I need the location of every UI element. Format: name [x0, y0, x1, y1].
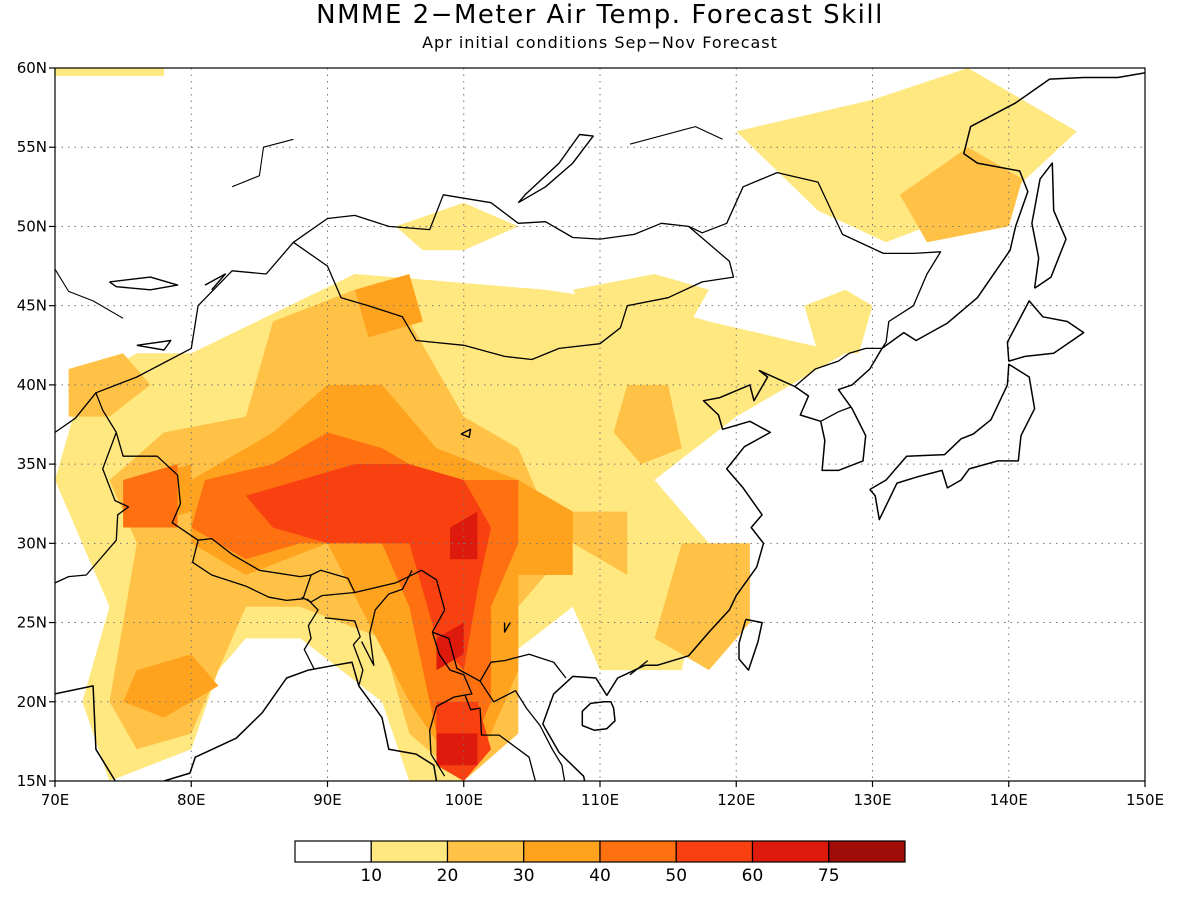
country-border [55, 392, 117, 433]
lon-tick-label: 150E [1126, 791, 1164, 809]
country-border [479, 680, 566, 781]
skill-region-level-2 [654, 543, 750, 671]
country-border [191, 540, 312, 602]
lat-tick-label: 45N [17, 297, 47, 315]
country-border [464, 695, 537, 781]
skill-region-level-2 [899, 147, 1023, 243]
colorbar-label: 40 [589, 866, 611, 886]
skill-region-level-1 [55, 68, 164, 76]
lon-tick-label: 70E [41, 791, 70, 809]
skill-region-level-6 [450, 511, 478, 560]
axis-ticks: 70E 80E 90E 100E 110E 120E 130E 140E 150E 15N 20N 2… [17, 59, 1164, 809]
lat-tick-label: 50N [17, 217, 47, 235]
colorbar-swatch [294, 840, 372, 863]
skill-region-level-2 [613, 384, 682, 465]
colorbar-swatch [751, 840, 830, 863]
colorbar-swatch [675, 840, 754, 863]
colorbar-label: 20 [437, 866, 459, 886]
colorbar-label: 50 [665, 866, 687, 886]
river-line [55, 268, 124, 319]
lat-tick-label: 60N [17, 59, 47, 77]
coastline [1031, 162, 1067, 289]
lon-tick-label: 110E [581, 791, 619, 809]
lake-outline [204, 273, 227, 291]
colorbar-swatch [523, 840, 601, 863]
lake-outline [517, 133, 594, 204]
country-border [293, 225, 735, 361]
lat-tick-label: 30N [17, 534, 47, 552]
skill-region-level-1 [804, 289, 873, 354]
skill-region-level-5 [245, 464, 491, 671]
country-border [115, 432, 567, 682]
lon-tick-label: 90E [313, 791, 342, 809]
river-line [231, 138, 294, 188]
lake-outline [503, 622, 511, 633]
map-title: NMME 2−Meter Air Temp. Forecast Skill [316, 0, 884, 30]
lon-tick-label: 130E [853, 791, 891, 809]
skill-region-level-1 [736, 68, 1077, 243]
skill-region-level-1 [395, 202, 519, 251]
coastline [163, 661, 438, 781]
lat-tick-label: 35N [17, 455, 47, 473]
lake-outline [136, 339, 172, 351]
river-line [629, 126, 723, 145]
country-border [794, 347, 882, 387]
colorbar-swatch [370, 840, 449, 863]
lat-tick-label: 40N [17, 376, 47, 394]
colorbar-legend: 10 20 30 40 50 60 75 [294, 840, 906, 886]
lake-outline [109, 276, 179, 291]
skill-region-level-4 [123, 464, 178, 528]
colorbar-swatch [828, 840, 906, 863]
country-border [324, 617, 364, 687]
coastline [581, 701, 616, 732]
country-border [303, 598, 319, 669]
colorbar-label: 30 [513, 866, 535, 886]
country-border [429, 631, 473, 777]
lat-tick-label: 25N [17, 614, 47, 632]
map-plot-area [55, 68, 1145, 781]
map-subtitle: Apr initial conditions Sep−Nov Forecast [422, 33, 778, 52]
colorbar-swatch [446, 840, 525, 863]
country-border [361, 570, 413, 666]
skill-region-level-6 [436, 733, 478, 766]
coastline [738, 618, 763, 671]
lat-tick-label: 15N [17, 772, 47, 790]
lon-tick-label: 80E [177, 791, 206, 809]
lon-tick-label: 140E [990, 791, 1028, 809]
lon-tick-label: 100E [445, 791, 483, 809]
country-border [820, 406, 851, 422]
skill-region-level-6 [436, 622, 464, 671]
lat-tick-label: 20N [17, 693, 47, 711]
coastline [869, 363, 1036, 521]
colorbar-swatch [599, 840, 677, 863]
coastline [55, 685, 117, 781]
coastline [463, 72, 1145, 781]
lake-outline [460, 428, 472, 438]
lon-tick-label: 120E [717, 791, 755, 809]
geographic-outlines [55, 72, 1145, 781]
lat-tick-label: 55N [17, 138, 47, 156]
country-border [55, 432, 130, 584]
country-border [301, 591, 355, 603]
colorbar-label: 10 [360, 866, 382, 886]
colorbar-label: 75 [818, 866, 840, 886]
country-border [95, 171, 942, 394]
coastline [1006, 300, 1085, 362]
colorbar-label: 60 [742, 866, 764, 886]
